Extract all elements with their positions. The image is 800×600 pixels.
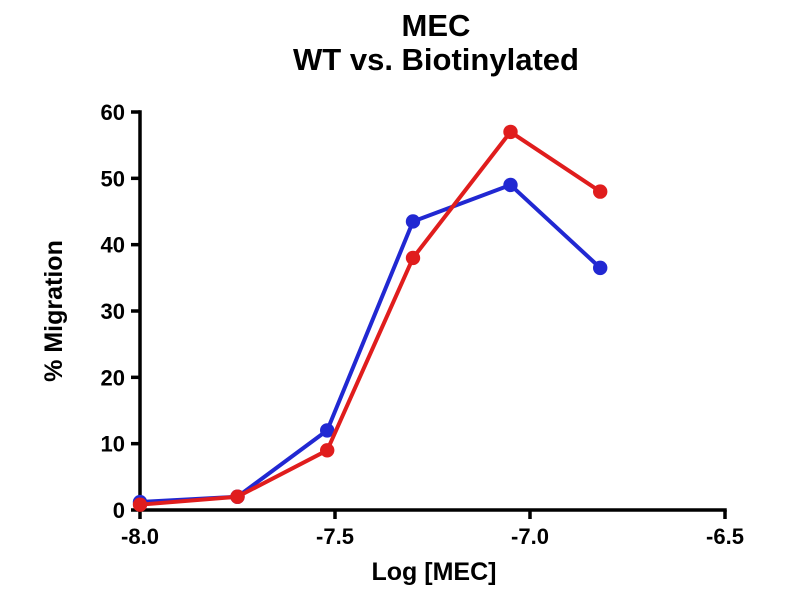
y-tick-label: 30 <box>101 299 125 324</box>
red-series-marker <box>405 250 421 266</box>
red-series-marker <box>230 489 245 504</box>
plot-layer: -8.0 -7.5 -7.0 -6.5 0 10 20 30 40 50 60 <box>101 100 744 549</box>
x-tick-label: -6.5 <box>706 524 744 549</box>
red-series-marker <box>593 184 608 199</box>
y-tick-label: 10 <box>101 432 125 457</box>
chart-title-line1: MEC <box>402 8 471 43</box>
x-tick-label: -7.5 <box>316 524 354 549</box>
y-axis-title: % Migration <box>40 240 68 382</box>
y-tick-label: 0 <box>113 498 125 523</box>
blue-series-marker <box>405 214 421 229</box>
red-series-marker <box>132 497 148 512</box>
y-tick-label: 50 <box>101 166 125 191</box>
y-tick-label: 40 <box>101 233 125 258</box>
blue-series-marker <box>503 177 518 193</box>
x-tick-label: -7.0 <box>511 524 549 549</box>
x-tick-label: -8.0 <box>121 524 159 549</box>
red-series-marker <box>503 124 518 140</box>
red-series-marker <box>320 443 335 458</box>
red-series-line <box>138 129 603 507</box>
y-tick-label: 20 <box>101 365 125 390</box>
x-axis-title: Log [MEC] <box>372 558 497 586</box>
blue-series-marker <box>593 260 608 276</box>
chart-title-line2: WT vs. Biotinylated <box>293 42 579 77</box>
blue-series-marker <box>320 423 335 438</box>
axis-spine <box>138 110 727 512</box>
blue-series-line <box>138 182 603 505</box>
y-tick-label: 60 <box>101 100 125 125</box>
